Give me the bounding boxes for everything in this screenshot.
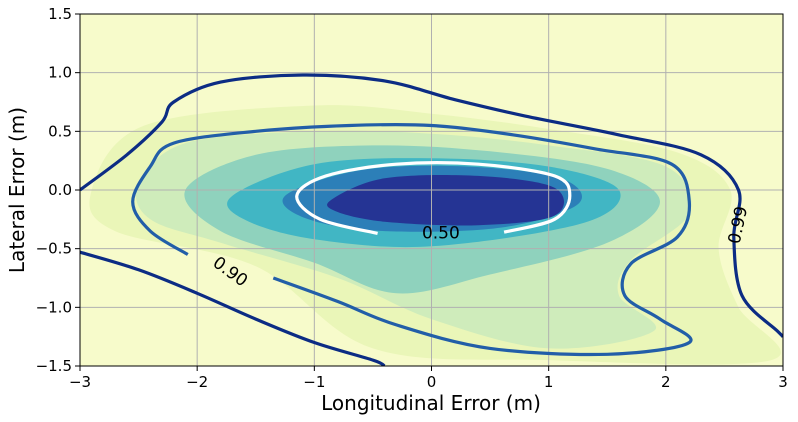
x-tick-label: −1 bbox=[303, 373, 325, 391]
filled-contours bbox=[89, 105, 781, 365]
x-tick-label: 0 bbox=[427, 373, 437, 391]
x-tick-label: 2 bbox=[661, 373, 671, 391]
contour-line-0.99-1 bbox=[80, 250, 386, 366]
x-tick-label: −3 bbox=[69, 373, 91, 391]
y-axis-label: Lateral Error (m) bbox=[5, 107, 29, 273]
contour-line-0.99-0 bbox=[80, 73, 783, 338]
y-axis-ticks: −1.5 −1.0 −0.5 0.0 0.5 1.0 1.5 bbox=[36, 5, 80, 375]
contour-line-0.9-2 bbox=[131, 122, 693, 357]
y-tick-label: 0.0 bbox=[48, 181, 72, 199]
y-tick-label: 1.5 bbox=[48, 5, 72, 23]
contour-label-0.50: 0.50 bbox=[422, 223, 460, 243]
y-tick-label: −1.5 bbox=[36, 357, 72, 375]
y-tick-label: 1.0 bbox=[48, 64, 72, 82]
x-tick-label: −2 bbox=[186, 373, 208, 391]
contour-line-0.5-3 bbox=[295, 161, 572, 235]
x-axis-label: Longitudinal Error (m) bbox=[321, 391, 541, 415]
contour-lines bbox=[80, 73, 783, 366]
x-tick-label: 3 bbox=[778, 373, 788, 391]
filled-level-6 bbox=[327, 174, 565, 226]
x-tick-label: 1 bbox=[544, 373, 554, 391]
y-tick-label: −0.5 bbox=[36, 240, 72, 258]
x-axis-ticks: −3 −2 −1 0 1 2 3 bbox=[69, 366, 788, 391]
y-tick-label: −1.0 bbox=[36, 298, 72, 316]
y-tick-label: 0.5 bbox=[48, 122, 72, 140]
